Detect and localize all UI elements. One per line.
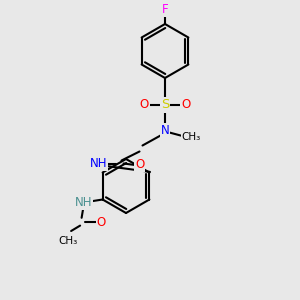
Text: F: F xyxy=(162,3,168,16)
Text: O: O xyxy=(135,158,144,172)
Text: CH₃: CH₃ xyxy=(58,236,78,246)
Text: O: O xyxy=(140,98,148,112)
Text: S: S xyxy=(161,98,169,112)
Text: NH: NH xyxy=(75,196,92,209)
Text: CH₃: CH₃ xyxy=(182,132,201,142)
Text: N: N xyxy=(160,124,169,137)
Text: O: O xyxy=(97,215,106,229)
Text: NH: NH xyxy=(90,157,107,170)
Text: O: O xyxy=(182,98,190,112)
